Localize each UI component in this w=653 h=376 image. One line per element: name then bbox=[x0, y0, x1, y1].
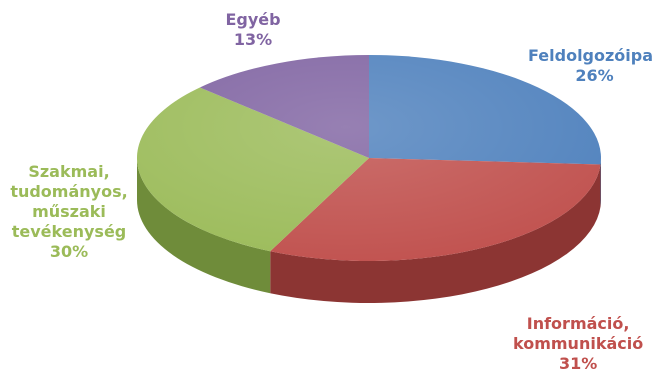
slice-label-feldolgozoipar: Feldolgozóipar 26% bbox=[528, 46, 653, 86]
slice-side-szakmai-tudomanyos-muszaki-tevekenyseg bbox=[137, 158, 271, 294]
slice-name: Feldolgozóipar bbox=[528, 46, 653, 65]
slice-name-line4: tevékenység bbox=[11, 222, 127, 241]
slice-percent: 26% bbox=[575, 66, 614, 85]
slice-name-line2: kommunikáció bbox=[513, 334, 644, 353]
slice-label-informacio-kommunikacio: Információ, kommunikáció 31% bbox=[513, 314, 643, 374]
slice-percent: 31% bbox=[558, 354, 598, 373]
slice-name: Egyéb bbox=[225, 10, 281, 29]
slice-label-egyeb: Egyéb 13% bbox=[216, 10, 290, 50]
slice-name-line1: Szakmai, bbox=[28, 162, 110, 181]
pie-highlight bbox=[137, 55, 601, 261]
slice-percent: 13% bbox=[233, 30, 273, 49]
slice-side-informacio-kommunikacio bbox=[270, 164, 601, 303]
pie-sides bbox=[137, 158, 601, 303]
slice-percent: 30% bbox=[49, 242, 89, 261]
pie-slices bbox=[137, 55, 601, 261]
slice-label-szakmai-tudomanyos: Szakmai, tudományos, műszaki tevékenység… bbox=[4, 162, 134, 262]
slice-name-line3: műszaki bbox=[32, 202, 106, 221]
slice-name-line1: Információ, bbox=[526, 314, 630, 333]
slice-name-line2: tudományos, bbox=[10, 182, 128, 201]
